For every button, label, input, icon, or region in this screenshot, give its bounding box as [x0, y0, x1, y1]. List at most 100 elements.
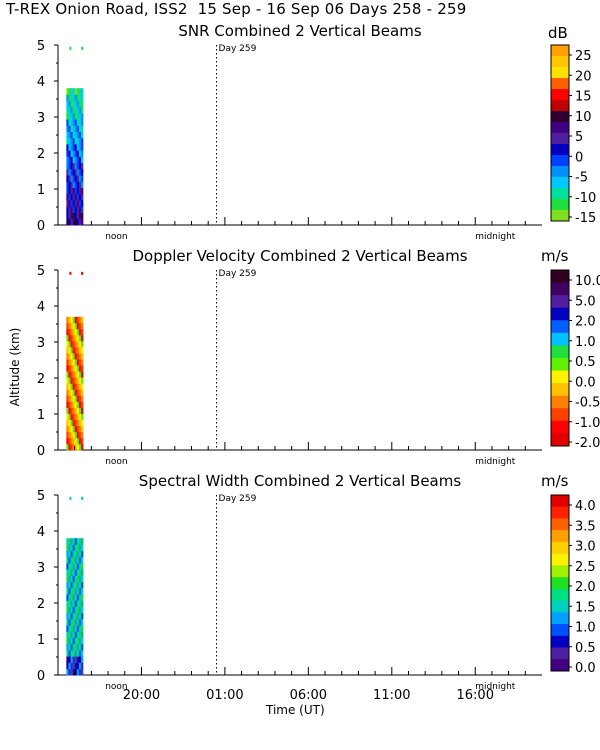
data-cell — [72, 359, 75, 366]
data-cell — [78, 131, 82, 139]
data-cell — [76, 612, 80, 620]
data-cell — [70, 431, 73, 439]
colorbar-tick-label: -10 — [575, 191, 596, 206]
data-cell — [72, 131, 75, 139]
data-cell — [68, 425, 71, 433]
data-cell — [66, 443, 69, 451]
colorbar-swatch — [551, 495, 569, 508]
data-cell — [68, 131, 71, 139]
data-cell — [66, 668, 69, 676]
colorbar-swatch — [551, 332, 569, 346]
data-cell — [74, 569, 78, 576]
panel-1: 0 1 2 3 4 5 Day 259 noon midnight 10.0 5.0 2.0 1.0 0.… — [37, 264, 600, 467]
data-cell — [72, 377, 75, 384]
data-cell — [70, 125, 73, 133]
data-cell — [80, 443, 84, 451]
data-cell — [68, 443, 71, 451]
data-cell — [70, 637, 73, 645]
data-cell — [80, 431, 84, 439]
data-cell — [74, 606, 78, 614]
data-point — [81, 496, 84, 500]
data-cell — [72, 150, 75, 157]
data-cell — [78, 187, 82, 195]
data-cell — [68, 619, 71, 626]
data-cell — [74, 395, 78, 402]
colorbar-tick-label: -5 — [575, 171, 588, 186]
data-cell — [68, 612, 71, 620]
data-cell — [80, 181, 84, 188]
data-cell — [76, 119, 80, 126]
data-cell — [80, 175, 84, 182]
data-cell — [66, 563, 69, 570]
data-cell — [68, 150, 71, 157]
x-tick-label: 20:00 — [123, 688, 160, 703]
data-cell — [74, 431, 78, 439]
data-cell — [70, 656, 73, 663]
data-cell — [68, 347, 71, 354]
data-cell — [78, 389, 82, 396]
data-cell — [78, 106, 82, 114]
data-cell — [78, 200, 82, 207]
data-cell — [68, 113, 71, 120]
data-cell — [76, 619, 80, 626]
data-cell — [78, 563, 82, 570]
data-cell — [78, 425, 82, 433]
data-cell — [72, 407, 75, 414]
data-cell — [80, 353, 84, 360]
data-cell — [72, 193, 75, 201]
data-cell — [70, 137, 73, 145]
colorbar-tick-label: 2.5 — [575, 560, 596, 575]
data-cell — [78, 181, 82, 188]
data-cell — [72, 437, 75, 445]
data-cell — [76, 637, 80, 645]
data-cell — [74, 668, 78, 676]
data-cell — [66, 377, 69, 384]
colorbar-swatch — [551, 166, 569, 178]
colorbar-swatch — [551, 122, 569, 134]
data-cell — [74, 383, 78, 390]
data-cell — [66, 193, 69, 201]
data-cell — [70, 94, 73, 101]
data-cell — [76, 100, 80, 108]
data-cell — [70, 316, 73, 324]
data-cell — [78, 606, 82, 614]
data-cell — [68, 353, 71, 360]
data-cell — [76, 569, 80, 576]
data-cell — [68, 377, 71, 384]
data-cell — [72, 383, 75, 390]
data-cell — [66, 637, 69, 645]
data-cell — [78, 144, 82, 151]
data-cell — [66, 94, 69, 101]
data-cell — [70, 212, 73, 220]
velocity-colorbar-unit: m/s — [541, 247, 569, 265]
colorbar-swatch — [551, 100, 569, 112]
data-cell — [74, 600, 78, 607]
data-cell — [80, 625, 84, 632]
data-cell — [70, 612, 73, 620]
data-cell — [74, 401, 78, 408]
data-cell — [70, 150, 73, 157]
data-cell — [70, 425, 73, 433]
data-cell — [66, 650, 69, 657]
data-point — [69, 46, 72, 50]
data-cell — [68, 650, 71, 657]
data-cell — [78, 631, 82, 638]
time-marker-label: noon — [105, 682, 127, 692]
data-cell — [80, 316, 84, 324]
colorbar-swatch — [551, 111, 569, 123]
data-cell — [76, 334, 80, 342]
data-cell — [66, 437, 69, 445]
data-cell — [78, 587, 82, 595]
data-cell — [72, 612, 75, 620]
data-cell — [74, 88, 78, 95]
data-cell — [72, 569, 75, 576]
data-cell — [78, 619, 82, 626]
data-cell — [66, 144, 69, 151]
data-cell — [76, 328, 80, 336]
data-cell — [74, 625, 78, 632]
data-cell — [80, 162, 84, 170]
data-cell — [76, 218, 80, 226]
data-cell — [78, 612, 82, 620]
data-cell — [78, 353, 82, 360]
data-cell — [76, 425, 80, 433]
